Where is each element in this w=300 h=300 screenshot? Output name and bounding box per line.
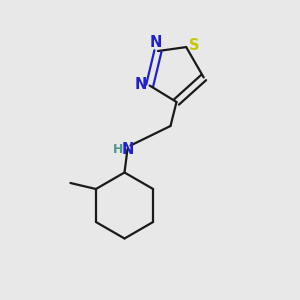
- Text: N: N: [121, 142, 134, 157]
- Text: H: H: [113, 142, 123, 156]
- Text: N: N: [149, 35, 162, 50]
- Text: N: N: [134, 77, 147, 92]
- Text: S: S: [189, 38, 199, 53]
